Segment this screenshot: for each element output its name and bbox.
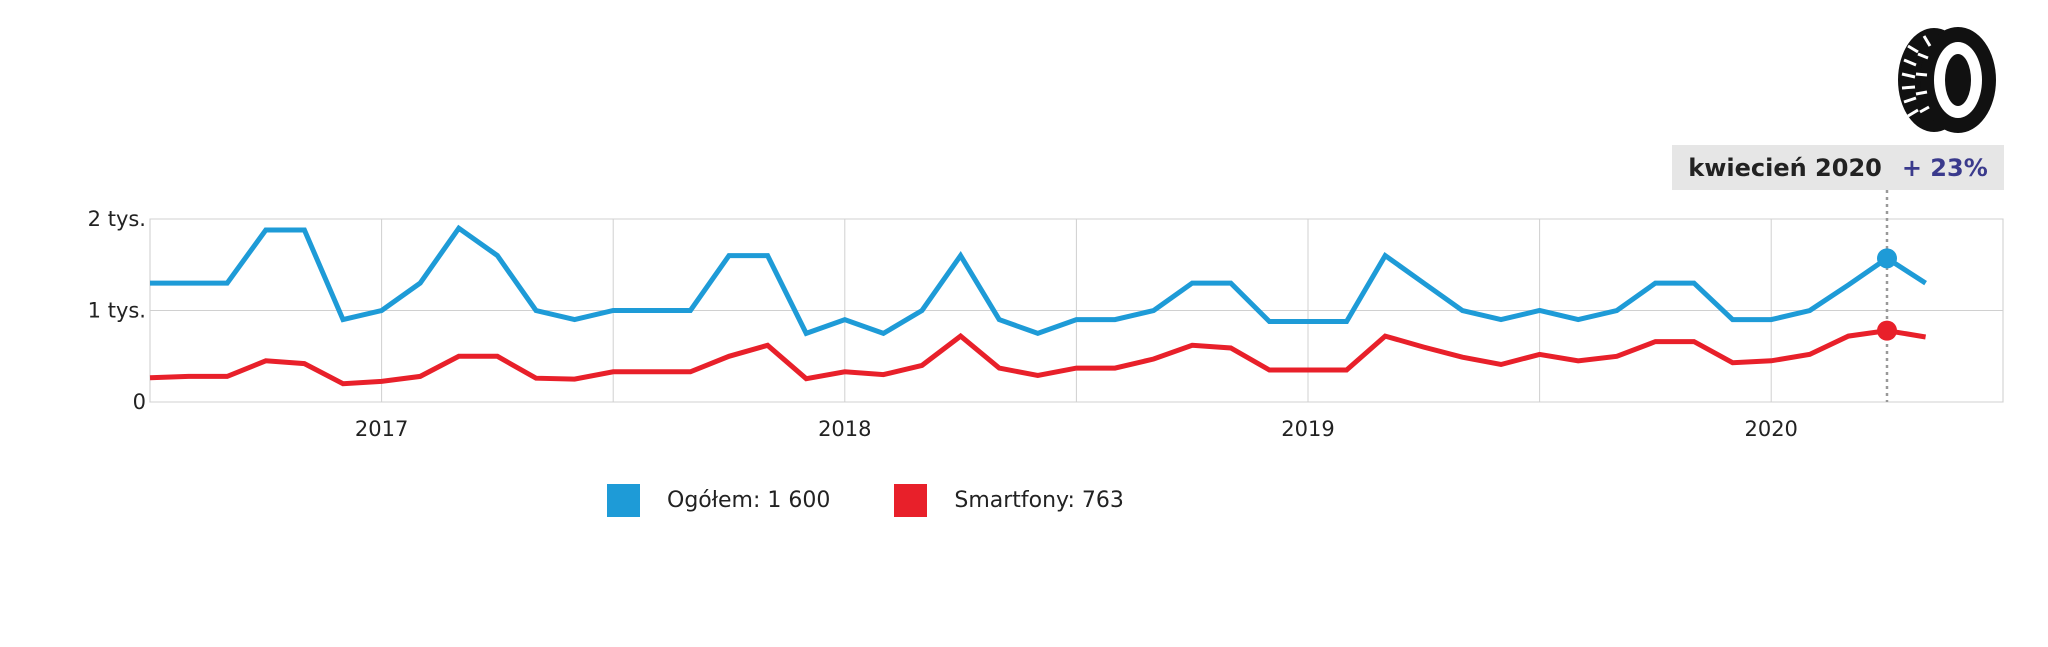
highlight-point-smartfony (1877, 320, 1897, 341)
tire-icon (1898, 27, 1996, 133)
legend-label-smartfony: Smartfony: 763 (954, 488, 1124, 513)
series-line-ogolem (150, 224, 1927, 337)
y-tick-label: 0 (133, 390, 146, 414)
hover-tooltip: kwiecień 2020 + 23% (1672, 145, 2004, 190)
legend-label-ogolem: Ogółem: 1 600 (667, 488, 831, 513)
x-tick-label: 2020 (1744, 417, 1797, 441)
chart-legend: Ogółem: 1 600 Smartfony: 763 (607, 484, 1188, 517)
y-tick-label: 2 tys. (88, 207, 146, 231)
x-tick-label: 2019 (1281, 417, 1334, 441)
series-line-smartfony (149, 328, 1927, 387)
tooltip-period: kwiecień 2020 (1688, 153, 1882, 182)
legend-item-smartfony[interactable]: Smartfony: 763 (894, 484, 1124, 517)
legend-swatch-smartfony (894, 484, 928, 517)
y-tick-label: 1 tys. (88, 299, 146, 323)
tooltip-change: + 23% (1901, 153, 1988, 182)
x-tick-label: 2018 (818, 417, 871, 441)
highlight-point-ogolem (1877, 248, 1897, 269)
x-tick-label: 2017 (355, 417, 408, 441)
legend-swatch-ogolem (607, 484, 640, 517)
legend-item-ogolem[interactable]: Ogółem: 1 600 (607, 484, 830, 517)
